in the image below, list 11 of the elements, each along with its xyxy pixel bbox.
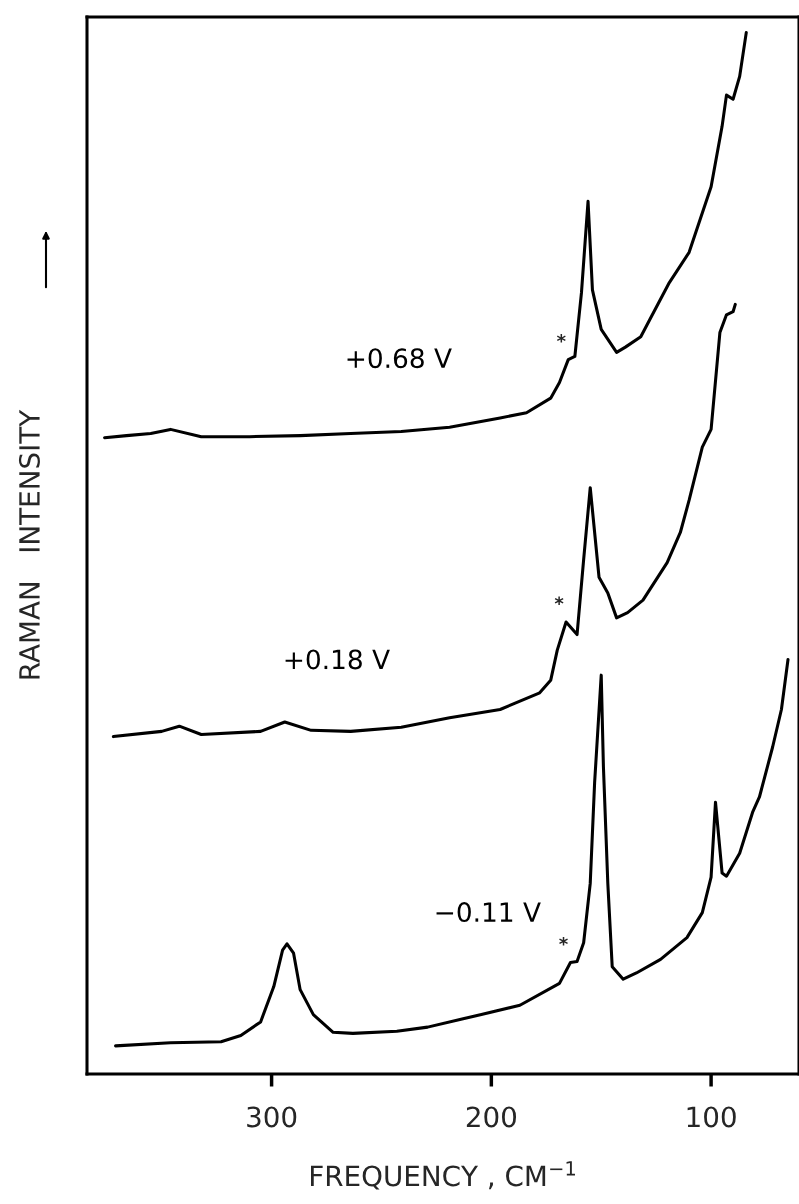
y-axis-title: RAMAN INTENSITY: [18, 409, 40, 679]
series-label: +0.18 V: [285, 649, 390, 670]
annotation: *: [559, 937, 568, 946]
x-tick-label: 200: [466, 1106, 517, 1128]
annotation: *: [556, 334, 566, 343]
x-tick-label: 100: [687, 1106, 736, 1128]
annotation: *: [554, 596, 564, 605]
x-axis-title: FREQUENCY , CM$^{−1}$: [311, 1161, 575, 1190]
series-label: −0.11 V: [436, 902, 541, 923]
x-tick-label: 300: [247, 1106, 297, 1128]
text: +0.68 V: [347, 348, 452, 369]
